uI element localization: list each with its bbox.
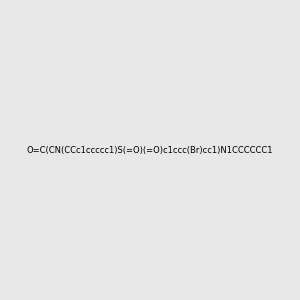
Text: O=C(CN(CCc1ccccc1)S(=O)(=O)c1ccc(Br)cc1)N1CCCCCC1: O=C(CN(CCc1ccccc1)S(=O)(=O)c1ccc(Br)cc1)… <box>27 146 273 154</box>
